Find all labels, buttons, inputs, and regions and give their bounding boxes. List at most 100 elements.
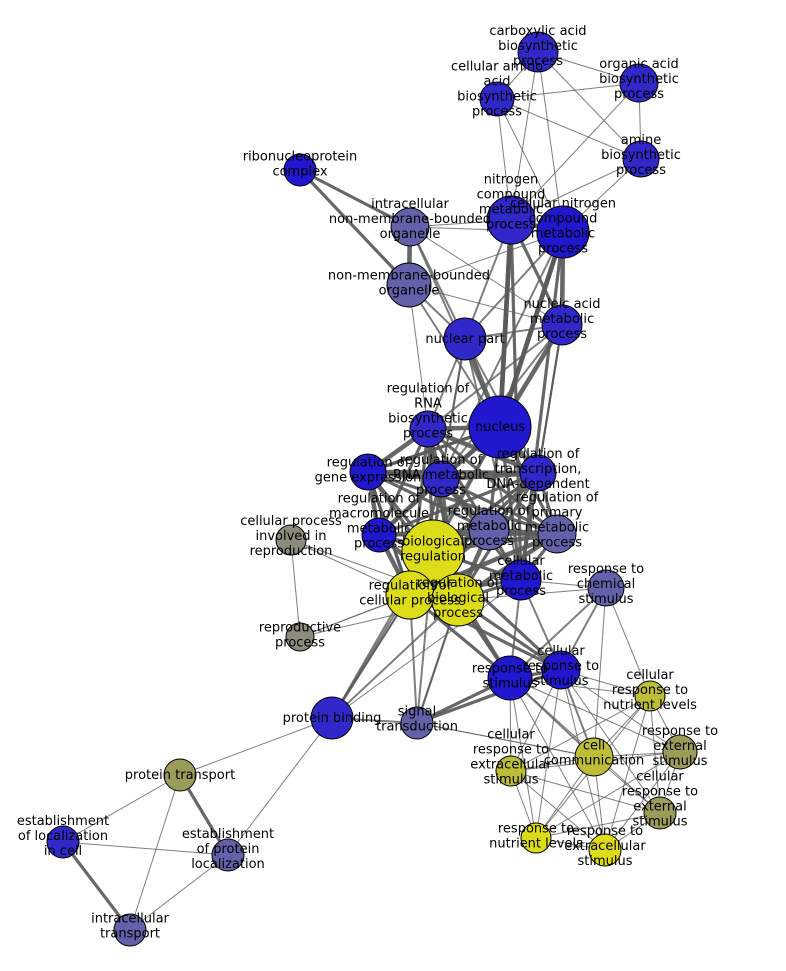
graph-edge — [535, 669, 562, 839]
graph-node-establishment-of-localization-in-cell[interactable]: establishment of localization in cell — [46, 825, 80, 859]
graph-edge — [331, 599, 459, 719]
graph-edge — [426, 427, 559, 536]
graph-edge — [298, 168, 411, 287]
graph-node-label: nuclear part — [425, 332, 504, 347]
label-layer: carboxylic acid biosynthetic process organi… — [17, 24, 718, 942]
graph-node-ribonucleoprotein-complex[interactable]: ribonucleoprotein complex — [283, 153, 317, 187]
graph-node-cellular-amino-acid-biosynthetic-process[interactable]: cellular amino acid biosynthetic process — [479, 81, 515, 117]
graph-edge — [496, 98, 642, 160]
graph-node-cellular-metabolic-process[interactable]: cellular metabolic process — [500, 559, 542, 601]
graph-node-regulation-of-gene-expression[interactable]: regulation of gene expression — [349, 453, 387, 491]
graph-edge — [497, 217, 514, 430]
graph-node-label: establishment of protein localization — [182, 827, 274, 872]
graph-node-label: regulation of metabolic process — [448, 504, 531, 549]
graph-node-cell-communication[interactable]: cell communication — [574, 737, 614, 777]
graph-node-regulation-of-metabolic-process[interactable]: regulation of metabolic process — [468, 509, 510, 551]
node-layer[interactable]: carboxylic acid biosynthetic process orga… — [46, 31, 698, 947]
graph-node-label: response to stimulus — [472, 661, 548, 691]
graph-node-response-to-external-stimulus[interactable]: response to external stimulus — [662, 734, 698, 770]
graph-edge — [510, 695, 651, 772]
graph-node-label: intracellular transport — [91, 911, 169, 941]
graph-edge — [407, 531, 560, 598]
graph-node-regulation-of-transcription-dna-dependent[interactable]: regulation of transcription, DNA-depende… — [519, 454, 557, 492]
graph-node-label: cellular process involved in reproduction — [240, 514, 342, 559]
graph-node-carboxylic-acid-biosynthetic-process[interactable]: carboxylic acid biosynthetic process — [517, 31, 559, 73]
graph-node-label: amine biosynthetic process — [601, 133, 681, 178]
graph-edge — [510, 82, 640, 221]
graph-node-cellular-response-to-extracellular-stimulus[interactable]: cellular response to extracellular stimu… — [495, 755, 527, 787]
graph-node-label: nucleus — [475, 420, 525, 435]
graph-node-regulation-of-primary-metabolic-process[interactable]: regulation of primary metabolic process — [537, 514, 577, 554]
graph-node-cellular-response-to-external-stimulus[interactable]: cellular response to external stimulus — [643, 796, 677, 830]
graph-edge — [510, 770, 606, 851]
graph-node-organic-acid-biosynthetic-process[interactable]: organic acid biosynthetic process — [619, 63, 659, 103]
graph-node-nucleus[interactable]: nucleus — [468, 395, 532, 459]
graph-node-label: response to nutrient levels — [489, 821, 583, 851]
graph-node-label: nitrogen compound metabolic process — [477, 172, 546, 232]
graph-node-label: response to extracellular stimulus — [564, 824, 646, 869]
graph-node-biological-regulation[interactable]: biological regulation — [401, 519, 465, 583]
graph-edge — [560, 669, 681, 753]
graph-edge — [62, 774, 181, 843]
graph-node-establishment-of-protein-localization[interactable]: establishment of protein localization — [211, 838, 245, 872]
graph-node-intracellular-transport[interactable]: intracellular transport — [113, 913, 147, 947]
graph-node-label: cell communication — [544, 738, 645, 768]
graph-node-label: ribonucleoprotein complex — [243, 149, 358, 179]
graph-node-regulation-of-rna-biosynthetic-process[interactable]: regulation of RNA biosynthetic process — [409, 410, 447, 448]
graph-node-label: biological regulation — [400, 534, 466, 564]
graph-node-label: regulation of gene expression — [315, 455, 422, 485]
graph-edge — [331, 579, 522, 719]
graph-edge — [537, 51, 642, 160]
graph-node-label: cellular metabolic process — [489, 554, 553, 599]
graph-edge — [298, 168, 412, 229]
graph-edge — [509, 677, 537, 839]
graph-edge — [366, 470, 491, 532]
graph-node-regulation-of-rna-metabolic-process[interactable]: regulation of RNA metabolic process — [422, 460, 460, 498]
graph-node-regulation-of-macromolecule-metabolic-process[interactable]: regulation of macromolecule metabolic pr… — [361, 517, 397, 553]
graph-node-label: regulation of RNA metabolic process — [393, 453, 489, 498]
graph-edge — [290, 539, 301, 638]
graph-node-nitrogen-compound-metabolic-process[interactable]: nitrogen compound metabolic process — [486, 195, 536, 245]
graph-node-label: response to external stimulus — [642, 724, 718, 769]
graph-node-label: cellular response to stimulus — [523, 644, 599, 689]
graph-node-cellular-response-to-stimulus[interactable]: cellular response to stimulus — [541, 650, 581, 690]
graph-node-response-to-nutrient-levels[interactable]: response to nutrient levels — [520, 822, 552, 854]
graph-node-reproductive-process[interactable]: reproductive process — [285, 622, 315, 652]
graph-node-signal-transduction[interactable]: signal transduction — [400, 706, 434, 740]
graph-node-label: protein binding — [283, 711, 382, 726]
graph-node-label: protein transport — [125, 768, 235, 783]
graph-node-label: cellular amino acid biosynthetic process — [451, 59, 543, 119]
graph-edge — [408, 231, 564, 286]
graph-node-non-membrane-bounded-organelle[interactable]: non-membrane-bounded organelle — [386, 262, 432, 308]
graph-node-response-to-chemical-stimulus[interactable]: response to chemical stimulus — [587, 569, 625, 607]
graph-node-label: organic acid biosynthetic process — [599, 57, 679, 102]
graph-node-regulation-of-biological-process[interactable]: regulation of biological process — [431, 573, 485, 627]
graph-node-label: intracellular non-membrane-bounded organel… — [329, 197, 491, 242]
graph-edge — [415, 668, 563, 725]
graph-node-nuclear-part[interactable]: nuclear part — [443, 317, 487, 361]
graph-edge — [535, 751, 681, 839]
graph-edge — [61, 840, 132, 932]
graph-node-response-to-extracellular-stimulus[interactable]: response to extracellular stimulus — [588, 833, 622, 867]
graph-edge — [366, 470, 559, 536]
graph-node-label: cellular response to nutrient levels — [603, 668, 697, 713]
graph-node-label: signal transduction — [376, 704, 458, 734]
graph-node-label: regulation of biological process — [417, 576, 500, 621]
graph-node-label: regulation of transcription, DNA-dependent — [486, 447, 589, 492]
graph-edge — [604, 695, 651, 851]
graph-node-cellular-nitrogen-compound-metabolic-process[interactable]: cellular nitrogen compound metabolic pro… — [536, 205, 590, 259]
graph-node-cellular-process-involved-in-reproduction[interactable]: cellular process involved in reproductio… — [275, 524, 307, 556]
graph-node-protein-binding[interactable]: protein binding — [310, 696, 354, 740]
graph-node-amine-biosynthetic-process[interactable]: amine biosynthetic process — [622, 140, 660, 178]
graph-edge — [496, 82, 640, 100]
graph-node-intracellular-non-membrane-bounded-organelle[interactable]: intracellular non-membrane-bounded organ… — [390, 207, 430, 247]
graph-node-cellular-response-to-nutrient-levels[interactable]: cellular response to nutrient levels — [634, 680, 666, 712]
graph-node-protein-transport[interactable]: protein transport — [163, 758, 197, 792]
graph-node-nucleic-acid-metabolic-process[interactable]: nucleic acid metabolic process — [541, 304, 583, 346]
graph-edge — [440, 338, 466, 480]
graph-edge — [510, 770, 661, 814]
graph-node-response-to-stimulus[interactable]: response to stimulus — [487, 655, 533, 701]
graph-node-label: regulation of macromolecule metabolic proce… — [329, 491, 429, 551]
